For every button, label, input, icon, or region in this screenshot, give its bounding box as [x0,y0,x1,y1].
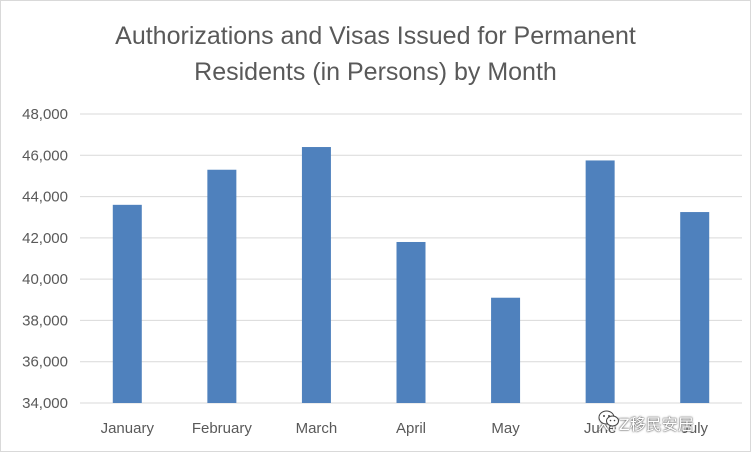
bar [207,169,237,403]
y-tick-label: 34,000 [22,395,68,412]
watermark-text: XYZ移民安居 [598,415,694,434]
y-tick-label: 38,000 [22,312,68,329]
chart-title-line-2: Residents (in Persons) by Month [194,58,557,86]
y-tick-label: 42,000 [22,230,68,247]
x-tick-label: July [681,420,708,437]
x-tick-label: January [101,420,155,437]
y-tick-label: 46,000 [22,147,68,164]
chart-title-line-1: Authorizations and Visas Issued for Perm… [115,22,636,50]
x-tick-label: May [491,420,520,437]
y-tick-label: 48,000 [22,106,68,123]
y-tick-label: 40,000 [22,271,68,288]
wechat-icon [598,410,619,427]
chart-title: Authorizations and Visas Issued for Perm… [0,18,751,90]
bar [491,297,521,403]
watermark: XYZ移民安居 [598,410,694,436]
y-tick-label: 36,000 [22,354,68,371]
y-tick-label: 44,000 [22,189,68,206]
bar [585,160,615,403]
x-tick-label: April [396,420,426,437]
bar [680,212,710,403]
bar [301,147,331,403]
x-tick-label: March [296,420,338,437]
bar [112,204,142,403]
bar [396,241,426,403]
x-tick-label: February [192,420,253,437]
